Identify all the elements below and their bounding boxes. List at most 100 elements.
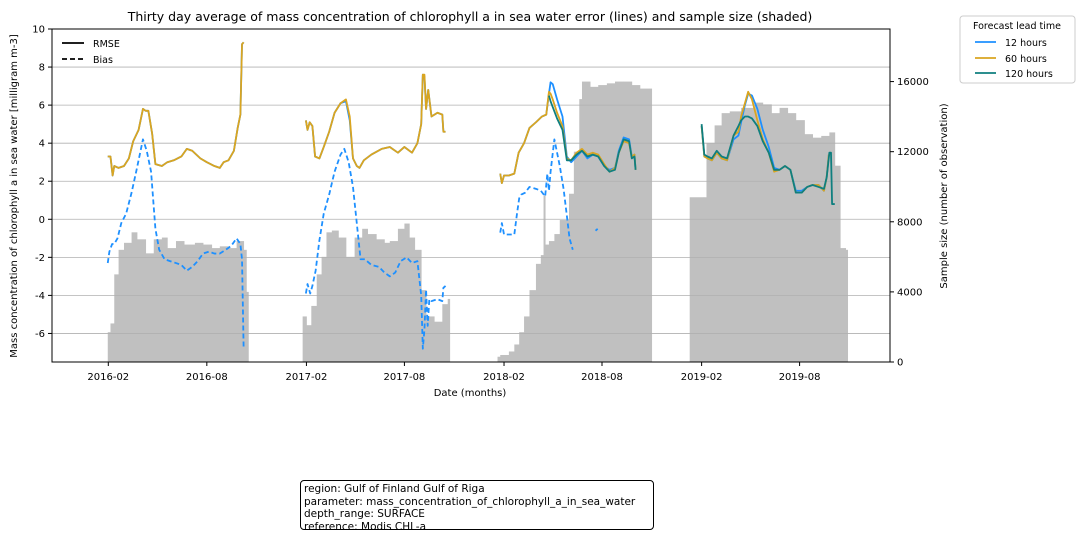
legend-label-12-hours: 12 hours (1005, 38, 1047, 49)
sample-size-bar (311, 305, 318, 362)
series-line-bias-12-hours (499, 138, 574, 250)
sample-size-bar (573, 151, 580, 362)
sample-size-bar (426, 316, 435, 362)
y2-axis-label: Sample size (number of observation) (939, 103, 950, 288)
error-lines (106, 41, 835, 350)
sample-size-bar (779, 107, 789, 363)
sample-size-bar (447, 298, 451, 362)
chart-title: Thirty day average of mass concentration… (127, 9, 813, 24)
sample-size-bar (110, 323, 115, 362)
sample-size-bar (559, 220, 570, 362)
sample-size-bar (706, 142, 715, 362)
sample-size-bar (124, 242, 132, 362)
sample-size-bar (306, 325, 312, 362)
sample-size-bar (729, 111, 742, 363)
sample-size-bar (845, 249, 849, 362)
series-line-rmse-60-hours (107, 41, 245, 177)
legend-label-60-hours: 60 hours (1005, 54, 1047, 65)
sample-size-bar (568, 193, 575, 362)
sample-size-bar (812, 137, 822, 362)
sample-size-bar (345, 256, 356, 362)
sample-size-bar (703, 197, 707, 362)
sample-size-bar (508, 351, 515, 362)
y2-tick-label: 0 (897, 358, 903, 369)
sample-size-bar (175, 241, 185, 362)
sample-size-bar (434, 321, 443, 362)
x-tick-label: 2016-08 (186, 372, 228, 383)
sample-size-bar (623, 81, 633, 362)
sample-size-bar (598, 85, 608, 362)
sample-size-bar (414, 249, 422, 362)
axes: -6 -4 -2 0 2 4 6 8 10 0 4000 8000 12000 16000 2016-02 2… (32, 25, 929, 384)
sample-size-bar (548, 241, 555, 362)
horizontal-gridlines (52, 66, 890, 334)
sample-size-bar (524, 316, 530, 362)
sample-size-bar (211, 248, 221, 362)
lead-time-legend: Forecast lead time 12 hours 60 hours 120… (959, 15, 1076, 84)
sample-size-bar (821, 135, 830, 362)
y2-tick-label: 4000 (897, 287, 922, 298)
sample-size-bar (389, 241, 399, 362)
sample-size-bar (590, 86, 599, 362)
bias-legend-label: Bias (93, 55, 113, 66)
sample-size-bar (384, 242, 391, 362)
sample-size-bar (194, 242, 204, 362)
x-tick-label: 2019-02 (681, 372, 723, 383)
sample-size-bar (714, 125, 723, 362)
sample-size-bar (246, 291, 249, 362)
y2-tick-label: 16000 (897, 77, 929, 88)
info-reference: reference: Modis CHL-a (304, 520, 427, 533)
sample-size-bar (795, 120, 805, 362)
sample-size-bar (376, 239, 385, 362)
x-tick-label: 2017-02 (286, 372, 328, 383)
sample-size-bar (804, 134, 813, 362)
info-parameter: parameter: mass_concentration_of_chlorop… (304, 495, 636, 508)
sample-size-bar (409, 237, 416, 362)
line-style-legend: RMSE Bias (62, 39, 120, 66)
sample-size-bar (762, 104, 772, 363)
series-line-rmse-120-hours (548, 95, 637, 173)
metadata-info-box: region: Gulf of Finland Gulf of Riga par… (300, 480, 654, 533)
sample-size-bar (543, 195, 546, 362)
info-depth-range: depth_range: SURFACE (304, 508, 425, 520)
y-axis-label: Mass concentration of chlorophyll a in s… (9, 34, 20, 358)
sample-size-bar (167, 248, 177, 362)
sample-size-bar (631, 85, 641, 362)
y-tick-label: 4 (39, 139, 45, 150)
sample-size-bar (689, 197, 705, 362)
rmse-legend-label: RMSE (93, 39, 120, 50)
info-region: region: Gulf of Finland Gulf of Riga (304, 483, 485, 495)
sample-size-bar (331, 230, 339, 362)
sample-size-bar (639, 88, 651, 362)
sample-size-bar (615, 81, 625, 362)
sample-size-bar (118, 249, 125, 362)
y-tick-label: 8 (39, 63, 45, 74)
sample-size-bar (840, 248, 847, 362)
sample-size-bar (519, 332, 525, 362)
sample-size-bar (834, 165, 841, 362)
sample-size-bar (236, 241, 245, 362)
sample-size-bar (326, 232, 333, 362)
sample-size-bar (754, 102, 764, 363)
series-line-bias-12-hours (106, 138, 245, 349)
sample-size-bar (535, 263, 542, 362)
sample-size-bar (243, 249, 247, 362)
plot-frame (51, 28, 891, 363)
x-tick-label: 2018-08 (581, 372, 623, 383)
sample-size-bar (302, 316, 307, 362)
y-tick-label: -6 (35, 329, 45, 340)
sample-size-bar (771, 113, 780, 362)
legend-label-120-hours: 120 hours (1005, 69, 1053, 80)
x-tick-label: 2018-02 (483, 372, 525, 383)
series-line-bias-12-hours (594, 228, 599, 232)
sample-size-bar (721, 113, 731, 362)
sample-size-bar (338, 237, 347, 362)
sample-size-bar (529, 290, 537, 362)
sample-size-bar (500, 354, 510, 362)
sample-size-bar (316, 274, 322, 362)
sample-size-bar (514, 344, 520, 362)
y-tick-label: -4 (35, 291, 45, 302)
sample-size-bar (606, 83, 616, 362)
sample-size-bar (153, 239, 163, 362)
sample-size-bar (829, 132, 836, 362)
